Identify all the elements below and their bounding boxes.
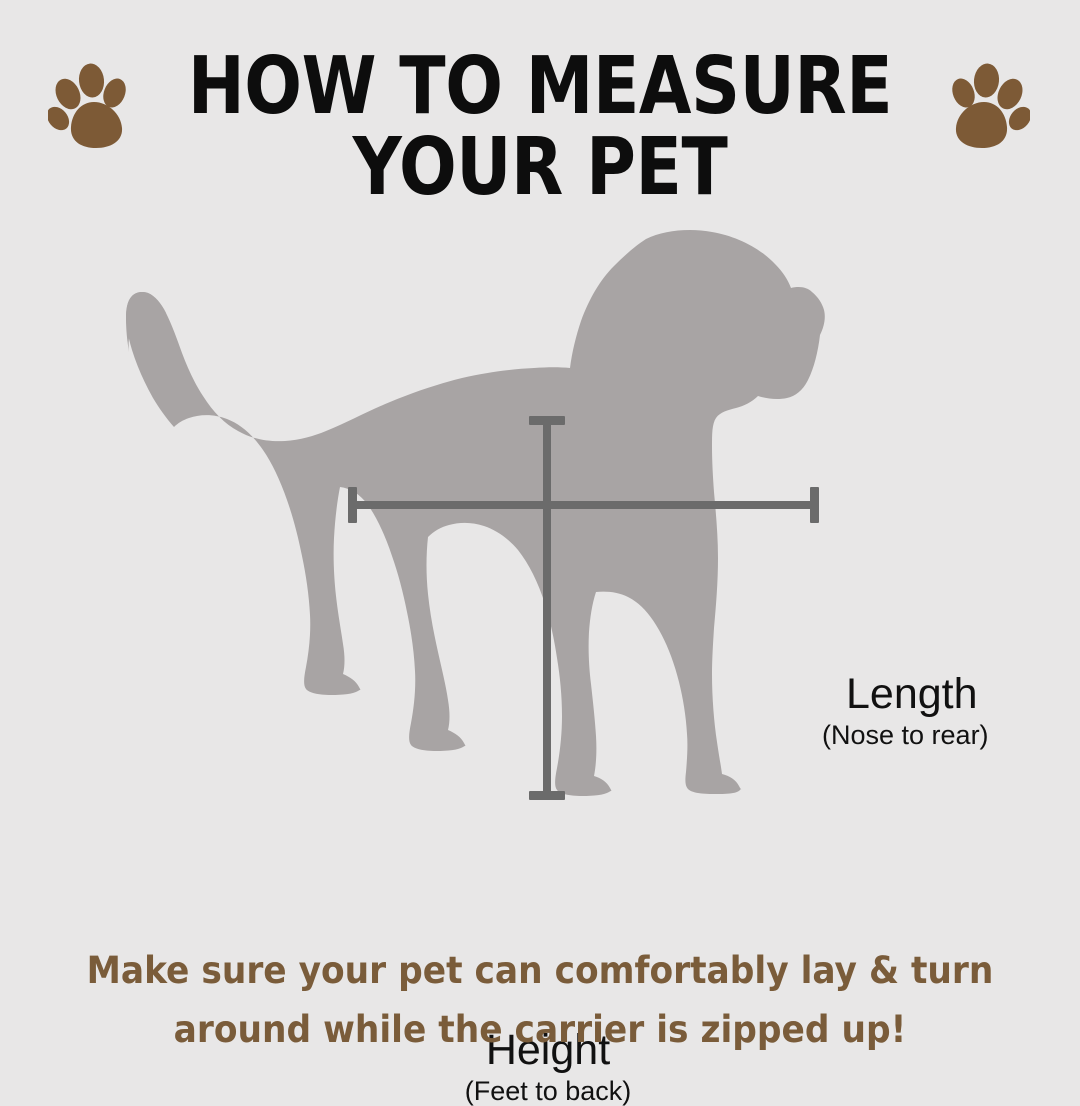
caption-line-2: around while the carrier is zipped up! [173, 1008, 907, 1051]
footer-caption: Make sure your pet can comfortably lay &… [40, 952, 1040, 1048]
length-label-subtitle: (Nose to rear) [822, 719, 989, 750]
caption-line-1: Make sure your pet can comfortably lay &… [86, 949, 994, 992]
height-label-title: Height [485, 1026, 611, 1074]
length-label: Length (Nose to rear) [822, 672, 1072, 750]
height-measure-line [529, 416, 565, 800]
dog-diagram-svg [126, 230, 825, 800]
height-label-subtitle: (Feet to back) [464, 1075, 632, 1106]
page-title: HOW TO MEASURE YOUR PET [90, 40, 990, 214]
title-line-1: HOW TO MEASURE [187, 40, 893, 132]
header: HOW TO MEASURE YOUR PET [0, 0, 1080, 210]
dog-silhouette [126, 230, 825, 796]
length-measure-line [348, 487, 819, 523]
paw-print-icon-left [48, 63, 126, 148]
paw-print-icon-right [952, 63, 1030, 148]
length-label-title: Length [846, 670, 978, 718]
title-line-2: YOUR PET [352, 121, 728, 214]
measurement-illustration: Length (Nose to rear) Height (Feet to ba… [0, 200, 1080, 1106]
